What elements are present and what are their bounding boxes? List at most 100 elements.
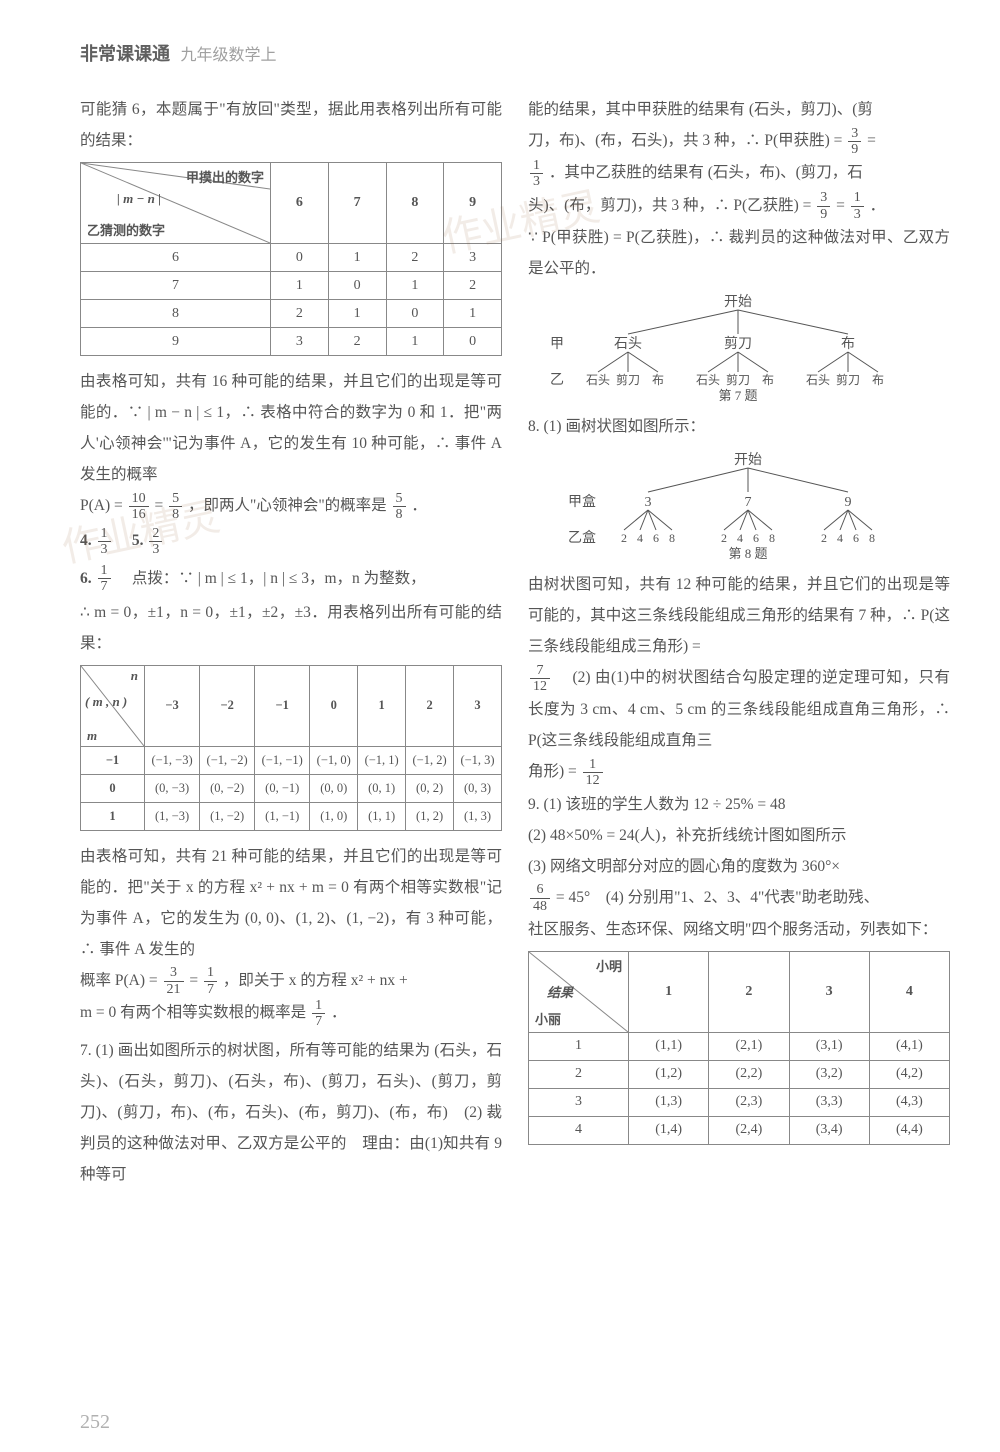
n: 3 [817, 190, 830, 206]
t3-bl: 小丽 [535, 1009, 561, 1028]
b: 2 [621, 531, 627, 545]
t1c: 0 [271, 244, 329, 272]
c: (−1, −2) [200, 746, 255, 774]
end: ． [411, 497, 427, 514]
t1c: 2 [271, 300, 329, 328]
a: 3 [645, 495, 652, 510]
t1c: 1 [386, 328, 444, 356]
q8b: 712 (2) 由(1)中的树状图结合勾股定理的逆定理可知，只有长度为 3 cm… [528, 662, 950, 756]
n: 5 [393, 491, 406, 507]
t8-cap: 第 8 题 [728, 546, 767, 560]
r1e: ∵ P(甲获胜) = P(乙获胜)，∴ 裁判员的这种做法对甲、乙双方是公平的． [528, 222, 950, 284]
b: 2 [821, 531, 827, 545]
n: 3 [848, 126, 861, 142]
table-3: 小明 结果 小丽 1 2 3 4 1(1,1)(2,1)(3,1)(4,1) 2… [528, 951, 950, 1145]
t1-r3h: 9 [81, 328, 271, 356]
table-2: n ( m , n ) m −3−2−10123 −1(−1, −3)(−1, … [80, 665, 502, 831]
b: 8 [869, 531, 875, 545]
c: (1, −1) [255, 802, 310, 830]
t: = [867, 132, 876, 149]
t8-start: 开始 [734, 452, 762, 468]
d: 7 [98, 579, 111, 594]
r1b: 刀，布)、(布，石头)，共 3 种，∴ P(甲获胜) = 39 = [528, 125, 950, 157]
t3-mid: 结果 [547, 982, 573, 1001]
t1c: 1 [328, 244, 386, 272]
d: 48 [530, 899, 550, 914]
a5l: 5. [116, 532, 147, 549]
b: 石头 [696, 373, 720, 387]
t1-r1h: 7 [81, 272, 271, 300]
n: 1 [312, 998, 325, 1014]
tree-7: 开始 甲 石头 剪刀 布 乙 石头 剪刀 布 石头 剪刀 布 石头 剪刀 布 第… [528, 292, 948, 402]
n: 2 [149, 526, 162, 542]
t8-bl: 乙盒 [568, 529, 596, 546]
frac: 39 [848, 126, 861, 158]
t1c: 2 [328, 328, 386, 356]
c: (1, 0) [310, 802, 358, 830]
c: (−1, 2) [406, 746, 454, 774]
b: 布 [762, 373, 774, 387]
t1-bl: 乙猜测的数字 [87, 220, 165, 239]
d: 16 [129, 507, 149, 522]
a6l: 6. [80, 570, 96, 587]
d: 3 [851, 207, 864, 222]
d: 8 [393, 507, 406, 522]
c: (2,4) [709, 1116, 789, 1144]
t2c: −1 [255, 665, 310, 746]
c: (0, −1) [255, 774, 310, 802]
rh: 2 [529, 1060, 629, 1088]
d: 21 [164, 982, 184, 997]
c: (0, 2) [406, 774, 454, 802]
c: (0, 3) [454, 774, 502, 802]
a4l: 4. [80, 532, 96, 549]
ans-6: 6. 17 点拨：∵ | m | ≤ 1，| n | ≤ 3，m，n 为整数， [80, 560, 502, 597]
q9c: (3) 网络文明部分对应的圆心角的度数为 360°× [528, 851, 950, 882]
c: (2,1) [709, 1032, 789, 1060]
c: (3,3) [789, 1088, 869, 1116]
t: = 45° (4) 分别用"1、2、3、4"代表"助老助残、 [556, 889, 879, 906]
t2rh: 1 [81, 802, 145, 830]
a: 7 [745, 495, 752, 510]
t: 概率 P(A) = [80, 972, 162, 989]
n: 5 [169, 491, 182, 507]
d: 7 [312, 1014, 325, 1029]
brand-text: 非常课课通 [80, 44, 170, 64]
q9b: (2) 48×50% = 24(人)，补充折线统计图如图所示 [528, 820, 950, 851]
q9a: 9. (1) 该班的学生人数为 12 ÷ 25% = 48 [528, 789, 950, 820]
tree-8: 开始 甲盒 3 7 9 乙盒 2 4 6 8 2 4 6 8 2 4 6 8 第… [528, 450, 948, 560]
c: 4 [869, 951, 949, 1032]
c: 2 [709, 951, 789, 1032]
d: 9 [848, 142, 861, 157]
d: 3 [98, 542, 111, 557]
grade-text: 九年级数学上 [181, 47, 277, 64]
t7-bl: 乙 [550, 372, 564, 388]
c: (1,2) [629, 1060, 709, 1088]
c: (1, 1) [358, 802, 406, 830]
t7-cap: 第 7 题 [718, 388, 757, 402]
page-header: 非常课课通 九年级数学上 [80, 40, 950, 66]
frac: 23 [149, 526, 162, 558]
b: 4 [737, 531, 743, 545]
t1c: 3 [444, 244, 502, 272]
d: 12 [530, 679, 550, 694]
t: ，即关于 x 的方程 x² + nx + [223, 972, 408, 989]
post: ，即两人"心领神会"的概率是 [188, 497, 387, 514]
b: 8 [769, 531, 775, 545]
c: 1 [629, 951, 709, 1032]
frac: 13 [98, 526, 111, 558]
c: (−1, 3) [454, 746, 502, 774]
right-column: 能的结果，其中甲获胜的结果有 (石头，剪刀)、(剪 刀，布)、(布，石头)，共 … [528, 94, 950, 1190]
t2rh: −1 [81, 746, 145, 774]
t1-tl: 甲摸出的数字 [186, 167, 264, 186]
t2c: 1 [358, 665, 406, 746]
page-number: 252 [80, 1411, 110, 1434]
q8a: 由树状图可知，共有 12 种可能的结果，并且它们的出现是等可能的，其中这三条线段… [528, 569, 950, 662]
t3-diag: 小明 结果 小丽 [529, 952, 628, 1032]
t: 角形) = [528, 763, 581, 780]
t2-diag: n ( m , n ) m [81, 666, 144, 746]
b: 石头 [806, 373, 830, 387]
ans6-para: ∴ m = 0，±1，n = 0，±1，±2，±3．用表格列出所有可能的结果： [80, 597, 502, 659]
b: 石头 [586, 373, 610, 387]
left-para2a: 由表格可知，共有 16 种可能的结果，并且它们的出现是等可能的．∵ | m − … [80, 366, 502, 490]
frac: 112 [583, 757, 603, 789]
